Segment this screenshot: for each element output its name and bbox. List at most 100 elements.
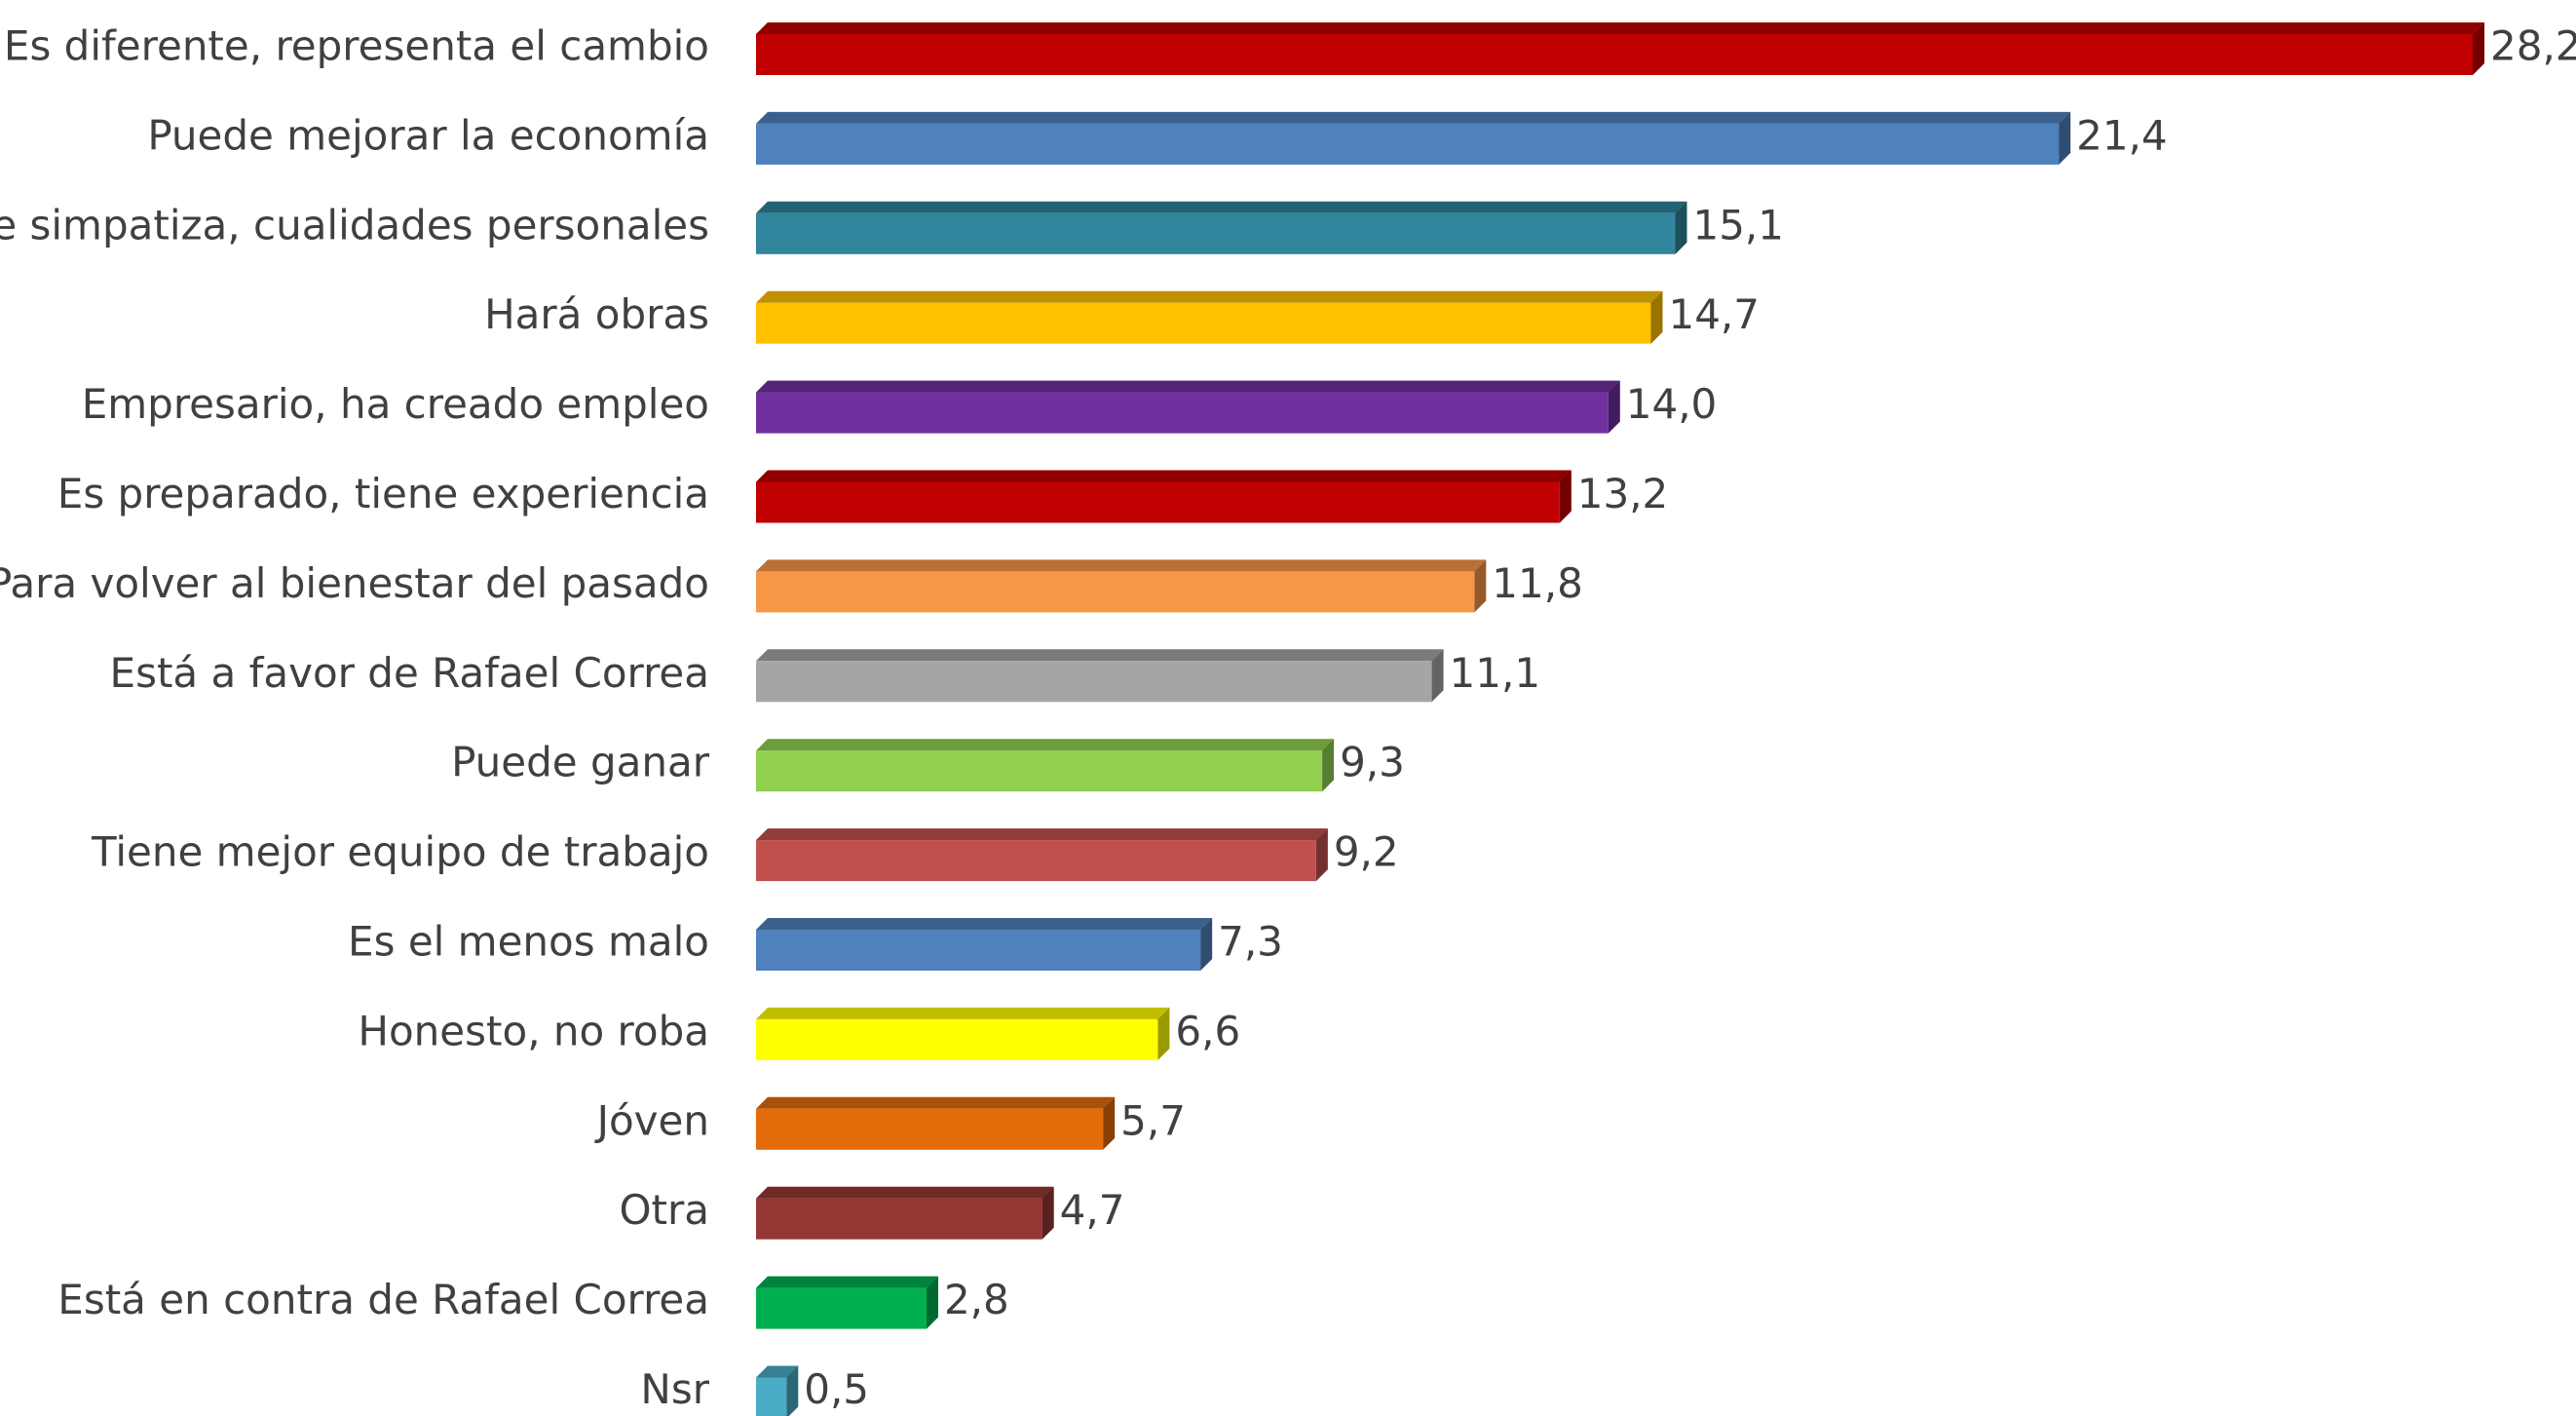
bar-top <box>756 1186 1054 1199</box>
bar-side-shade <box>1103 1096 1116 1150</box>
bar-side-shade <box>2473 22 2484 75</box>
bar-side <box>1474 559 1487 613</box>
bar-side <box>2473 22 2484 75</box>
bar-top-shade <box>756 470 1572 482</box>
value-label: 4,7 <box>1060 1186 1125 1234</box>
bar-side <box>926 1276 938 1329</box>
bar-side-shade <box>1157 1007 1170 1060</box>
value-label: 11,8 <box>1492 559 1583 607</box>
bar-top-shade <box>756 1365 799 1378</box>
value-label: 14,0 <box>1626 380 1718 428</box>
value-label: 28,2 <box>2490 22 2576 70</box>
value-label: 15,1 <box>1692 201 1784 249</box>
bar-side <box>786 1365 799 1416</box>
bar-top-shade <box>756 649 1444 662</box>
bar <box>756 34 2473 75</box>
bar-top-shade <box>756 1186 1054 1199</box>
bar-side-shade <box>1650 290 1663 344</box>
value-label: 11,1 <box>1450 649 1541 697</box>
bar-top <box>756 380 1620 393</box>
bar-side <box>1200 918 1213 971</box>
bar-side <box>1650 290 1663 344</box>
bar-side-shade <box>1431 649 1444 703</box>
bar-side <box>1431 649 1444 703</box>
value-label: 9,3 <box>1340 739 1405 786</box>
category-label: Nsr <box>640 1365 709 1413</box>
bar <box>756 1108 1104 1150</box>
category-label: Para volver al bienestar del pasado <box>0 559 709 607</box>
bar-top <box>756 559 1487 572</box>
category-label: Puede ganar <box>451 739 710 786</box>
category-label: Es preparado, tiene experiencia <box>57 470 709 517</box>
category-label: Es el menos malo <box>348 918 709 966</box>
bar-top <box>756 1365 799 1378</box>
bar-side-shade <box>1608 380 1620 434</box>
bar-top-shade <box>756 201 1687 213</box>
bar-side <box>1608 380 1620 434</box>
category-label: Puede mejorar la economía <box>147 111 709 159</box>
bar-top-shade <box>756 22 2484 34</box>
category-label: Tiene mejor equipo de trabajo <box>91 828 709 876</box>
bar-side-shade <box>786 1365 799 1416</box>
bar-top <box>756 290 1663 303</box>
bar <box>756 481 1560 523</box>
bar-side-shade <box>926 1276 938 1329</box>
value-label: 0,5 <box>804 1365 869 1413</box>
bar-top-shade <box>756 918 1213 930</box>
bar <box>756 1377 787 1416</box>
bar-side-shade <box>1042 1186 1054 1240</box>
value-label: 21,4 <box>2076 111 2168 159</box>
bar-top <box>756 1096 1116 1109</box>
value-label: 5,7 <box>1120 1096 1186 1144</box>
bar-top <box>756 649 1444 662</box>
category-label: Está en contra de Rafael Correa <box>57 1276 709 1323</box>
bar-top <box>756 739 1335 751</box>
bar-top-shade <box>756 1276 938 1288</box>
bar <box>756 123 2060 165</box>
category-label: Es diferente, representa el cambio <box>4 22 709 70</box>
bar-side-shade <box>1315 828 1328 882</box>
bar-side <box>1103 1096 1116 1150</box>
bar <box>756 212 1676 254</box>
bar-top-shade <box>756 739 1335 751</box>
bar-top <box>756 470 1572 482</box>
bar <box>756 1198 1042 1240</box>
bar <box>756 840 1316 882</box>
bar-top <box>756 22 2484 34</box>
bar <box>756 930 1201 971</box>
category-label: Otra <box>619 1186 709 1234</box>
bar-top <box>756 918 1213 930</box>
bar-side-shade <box>2059 111 2071 165</box>
value-label: 7,3 <box>1218 918 1283 966</box>
bar-side <box>1042 1186 1054 1240</box>
bar <box>756 661 1432 703</box>
bar-side <box>1322 739 1335 792</box>
category-label: Honesto, no roba <box>358 1007 709 1054</box>
bar-top <box>756 1007 1170 1019</box>
value-label: 14,7 <box>1668 290 1760 338</box>
bar-side-shade <box>1200 918 1213 971</box>
bar-top-shade <box>756 1007 1170 1019</box>
category-label: Me simpatiza, cualidades personales <box>0 201 709 249</box>
bar-top-shade <box>756 828 1328 841</box>
bar-top <box>756 828 1328 841</box>
bar-side-shade <box>1474 559 1487 613</box>
bar <box>756 302 1651 344</box>
bar-side-shade <box>1675 201 1687 254</box>
bar-top <box>756 1276 938 1288</box>
bar-top-shade <box>756 559 1487 572</box>
bar-top-shade <box>756 380 1620 393</box>
bar <box>756 1287 927 1329</box>
category-label: Hará obras <box>484 290 709 338</box>
category-label: Empresario, ha creado empleo <box>82 380 709 428</box>
value-label: 9,2 <box>1334 828 1399 876</box>
bar-top <box>756 201 1687 213</box>
bar-side-shade <box>1559 470 1572 523</box>
bar <box>756 750 1323 792</box>
bar-side <box>2059 111 2071 165</box>
bar-top-shade <box>756 111 2071 124</box>
value-label: 13,2 <box>1577 470 1669 517</box>
bar-top-shade <box>756 290 1663 303</box>
bar-side <box>1157 1007 1170 1060</box>
